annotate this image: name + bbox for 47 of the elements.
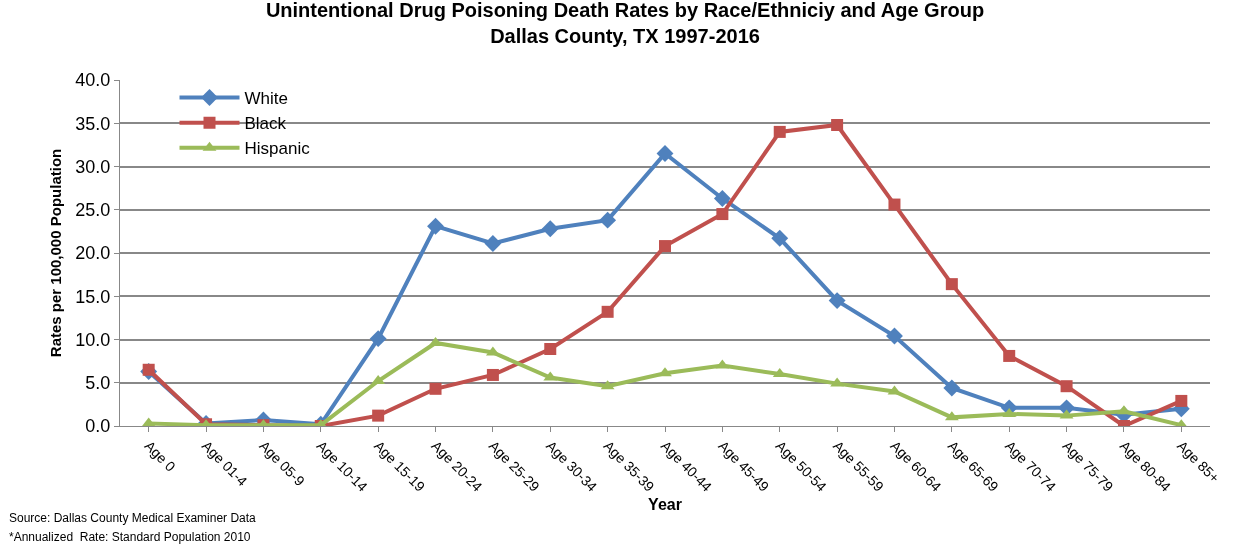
point [831,118,844,131]
source-note: Source: Dallas County Medical Examiner Data [9,511,257,525]
y-tick-label: 10.0 [75,329,111,350]
point [601,305,614,318]
point [716,208,729,221]
point [828,292,846,310]
point [943,379,961,397]
point [541,220,559,238]
y-tick-label: 20.0 [75,243,111,264]
point [656,145,674,162]
x-tick-label: Age 0 [141,437,179,475]
y-tick-label: 35.0 [75,113,111,134]
y-tick-label: 15.0 [75,286,111,307]
y-tick-label: 5.0 [85,373,111,394]
point [1117,405,1131,415]
point [886,327,903,345]
x-axis-title: Year [648,496,682,514]
point [1060,380,1073,393]
y-tick-label: 30.0 [75,156,111,177]
x-tick-label: Age 85+ [1174,437,1223,487]
point [659,240,671,253]
y-tick-label: 40.0 [75,70,111,91]
legend-label: Hispanic [244,139,311,159]
y-axis-title: Rates per 100,000 Population [46,148,64,358]
point [486,368,499,381]
point [544,343,557,356]
point [484,235,502,252]
point [771,229,789,247]
point [773,125,786,138]
chart-title: Unintentional Drug Poisoning Death Rates by Race/Ethniciy and Age Group Dallas County, TX 1997-2016 [265,0,985,47]
point [142,363,155,376]
point [658,367,672,377]
point [429,382,442,395]
point [369,330,387,348]
point [427,217,444,235]
point [945,278,958,291]
legend-label: Black [244,114,287,134]
text: *Annualized Rate: Standard Population 2010 [9,530,251,544]
point [1003,349,1016,362]
point [372,409,385,422]
point [888,198,901,211]
point [1175,394,1188,407]
y-tick-label: 0.0 [85,416,111,437]
legend-label: White [244,89,288,109]
point [599,211,617,229]
point [713,190,731,207]
y-tick-label: 25.0 [75,200,111,221]
